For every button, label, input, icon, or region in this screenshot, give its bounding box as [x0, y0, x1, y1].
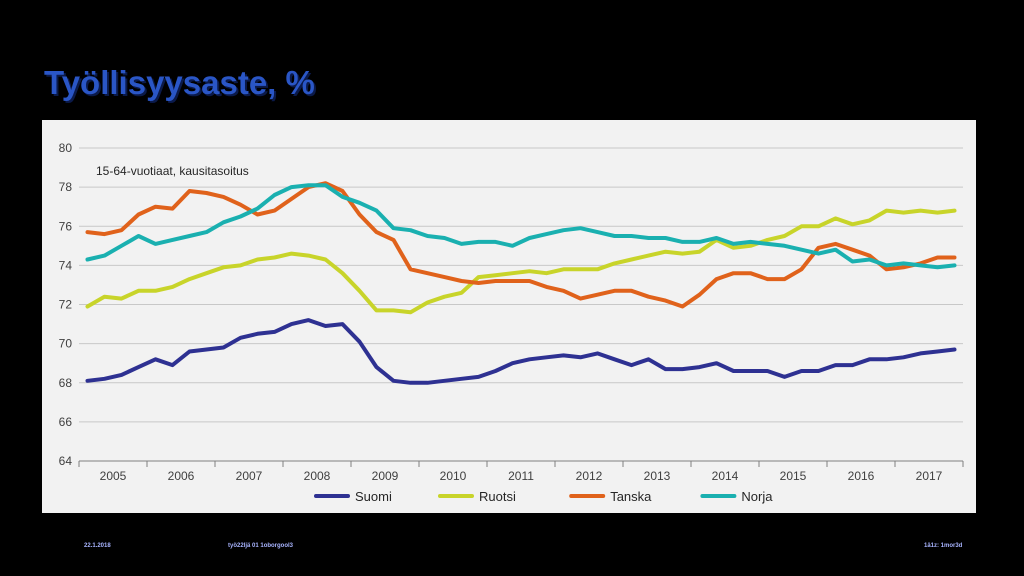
- legend-label-norja: Norja: [741, 489, 773, 504]
- y-tick-label: 64: [59, 454, 73, 468]
- legend-label-ruotsi: Ruotsi: [479, 489, 516, 504]
- x-tick-label: 2009: [372, 469, 399, 483]
- series-line-tanska: [85, 181, 957, 309]
- x-tick-label: 2013: [644, 469, 671, 483]
- x-tick-label: 2005: [100, 469, 127, 483]
- series-line-ruotsi: [85, 208, 957, 315]
- y-tick-label: 74: [59, 258, 73, 272]
- x-tick-label: 2014: [712, 469, 739, 483]
- legend: Suomi Ruotsi Tanska Norja: [314, 489, 773, 504]
- x-tick-label: 2008: [304, 469, 331, 483]
- legend-label-suomi: Suomi: [355, 489, 392, 504]
- legend-label-tanska: Tanska: [610, 489, 652, 504]
- x-tick-label: 2007: [236, 469, 263, 483]
- series-line-suomi: [85, 318, 957, 385]
- x-axis: 2005 2006 2007 2008 2009 2010 2011 2012 2013 2014…: [78, 461, 964, 483]
- chart-panel: 64 66 68 70 72 74 76 78 80 2005 2006 2007 2008 2009 2…: [42, 120, 976, 513]
- chart-subtitle: 15-64-vuotiaat, kausitasoitus: [96, 164, 249, 178]
- series-line-norja: [85, 183, 957, 270]
- y-tick-label: 78: [59, 180, 73, 194]
- slide-title: Työllisyysaste, %: [44, 64, 315, 101]
- series-lines: [85, 181, 957, 385]
- y-tick-label: 80: [59, 141, 73, 155]
- x-tick-label: 2015: [780, 469, 807, 483]
- y-axis-ticks: 64 66 68 70 72 74 76 78 80: [59, 141, 73, 468]
- x-tick-label: 2011: [508, 469, 534, 483]
- footer-date: 22.1.2018: [84, 543, 111, 549]
- y-tick-label: 70: [59, 337, 73, 351]
- footer-source: 1ä1z: 1mor3d: [924, 543, 963, 549]
- x-tick-label: 2016: [848, 469, 875, 483]
- footer-center-text: työ22ljä 01 1oborgool3: [228, 543, 294, 549]
- x-tick-label: 2006: [168, 469, 195, 483]
- x-tick-label: 2012: [576, 469, 603, 483]
- y-tick-label: 66: [59, 415, 73, 429]
- x-tick-label: 2017: [916, 469, 943, 483]
- y-tick-label: 72: [59, 298, 73, 312]
- y-tick-label: 76: [59, 219, 73, 233]
- x-tick-label: 2010: [440, 469, 467, 483]
- y-tick-label: 68: [59, 376, 73, 390]
